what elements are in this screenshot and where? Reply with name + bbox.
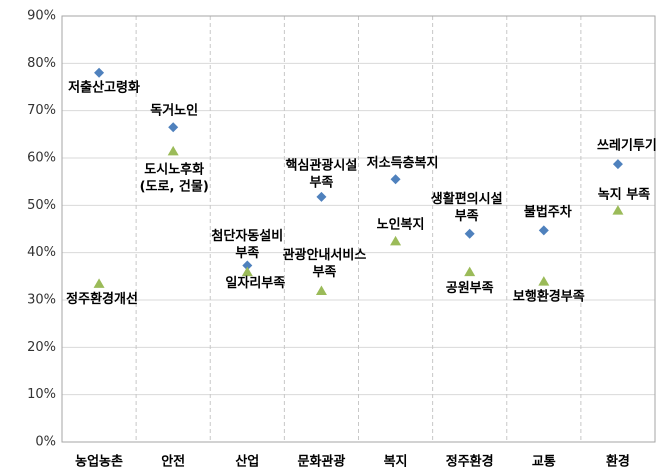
point-label: 일자리부족 <box>225 275 285 291</box>
point-label: 쓰레기투기 <box>597 139 657 154</box>
x-tick-label: 정주환경 <box>446 454 494 470</box>
point-label: 부족 <box>235 246 259 261</box>
diamond-marker <box>390 174 401 185</box>
x-tick-label: 복지 <box>384 455 408 470</box>
point-label: 부족 <box>455 209 479 224</box>
y-tick-label: 50% <box>27 198 56 213</box>
plot-border <box>61 15 656 443</box>
point-label: 첨단자동설비 <box>211 228 283 244</box>
point-label: (도로, 건물) <box>140 178 209 194</box>
point-label: 도시노후화 <box>144 161 204 177</box>
point-label: 부족 <box>312 265 336 280</box>
diamond-marker <box>316 191 327 202</box>
y-tick-label: 30% <box>27 293 56 308</box>
diamond-marker <box>94 67 105 78</box>
y-tick-label: 60% <box>27 151 56 166</box>
x-tick-label: 환경 <box>606 454 630 470</box>
point-label: 독거노인 <box>150 103 198 119</box>
diamond-marker <box>612 159 623 170</box>
triangle-marker <box>390 235 402 246</box>
point-label: 공원부족 <box>446 281 494 296</box>
point-label: 관광안내서비스 <box>283 247 367 263</box>
y-tick-label: 40% <box>27 245 56 260</box>
y-tick-label: 70% <box>27 103 56 118</box>
triangle-marker <box>538 276 550 286</box>
diamond-marker <box>464 228 475 239</box>
triangle-marker <box>464 266 476 277</box>
y-tick-label: 0% <box>35 435 56 450</box>
triangle-marker <box>167 145 179 156</box>
x-tick-label: 농업농촌 <box>75 455 123 470</box>
triangle-marker <box>241 266 253 277</box>
point-label: 저소득층복지 <box>367 155 439 171</box>
point-label: 녹지 부족 <box>598 188 650 203</box>
point-label: 저출산고령화 <box>68 79 140 95</box>
point-label: 핵심관광시설 <box>286 157 358 173</box>
diamond-marker <box>242 260 253 271</box>
point-label: 정주환경개선 <box>66 291 138 307</box>
triangle-marker <box>93 278 105 288</box>
x-tick-label: 교통 <box>532 455 556 470</box>
y-tick-label: 10% <box>27 387 56 402</box>
diamond-marker <box>168 122 179 133</box>
x-tick-label: 산업 <box>235 454 259 470</box>
point-label: 보행환경부족 <box>513 289 585 305</box>
x-tick-label: 안전 <box>161 454 185 470</box>
diamond-marker <box>538 225 549 236</box>
y-tick-label: 90% <box>27 9 56 24</box>
triangle-marker <box>315 285 327 296</box>
point-label: 부족 <box>309 175 333 190</box>
x-tick-label: 문화관광 <box>298 454 346 470</box>
point-label: 불법주차 <box>524 204 572 220</box>
triangle-marker <box>612 205 624 215</box>
point-label: 노인복지 <box>377 216 425 232</box>
y-tick-label: 20% <box>27 340 56 355</box>
point-label: 생활편의시설 <box>431 191 503 207</box>
y-tick-label: 80% <box>27 56 56 71</box>
